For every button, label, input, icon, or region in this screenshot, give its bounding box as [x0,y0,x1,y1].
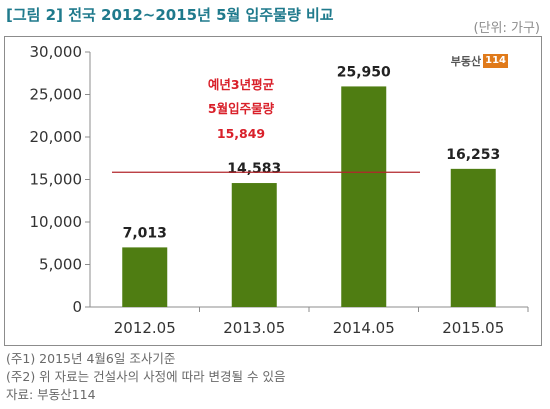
x-tick-label: 2014.05 [333,319,395,337]
y-tick-label: 5,000 [39,256,82,274]
source-note: 자료: 부동산114 [6,387,96,402]
unit-label: (단위: 가구) [473,21,541,36]
logo-badge: 114 [483,54,508,68]
data-label: 7,013 [123,225,167,241]
average-annotation-line2: 5월입주물량 [208,101,275,116]
bar [450,168,496,307]
y-tick-label: 10,000 [30,213,83,231]
y-tick-label: 20,000 [30,128,83,146]
footnote-1: (주1) 2015년 4월6일 조사기준 [6,351,176,366]
bar [122,247,168,307]
logo-text: 부동산 [450,55,482,68]
y-tick-label: 25,000 [30,86,83,104]
data-label: 14,583 [227,161,281,177]
average-annotation-value: 15,849 [217,126,265,141]
bar [341,86,387,307]
data-label: 16,253 [446,147,500,163]
y-tick-label: 0 [72,298,82,316]
x-tick-label: 2015.05 [442,319,504,337]
brand-logo: 부동산 114 [451,53,508,69]
bar [231,183,277,307]
footnote-2: (주2) 위 자료는 건설사의 사정에 따라 변경될 수 있음 [6,369,286,384]
average-annotation-line1: 예년3년평균 [208,77,275,92]
x-tick-label: 2013.05 [223,319,285,337]
y-tick-label: 15,000 [30,171,83,189]
footnotes: (주1) 2015년 4월6일 조사기준 (주2) 위 자료는 건설사의 사정에… [6,350,286,404]
x-tick-label: 2012.05 [114,319,176,337]
y-tick-label: 30,000 [30,43,83,61]
chart-frame: 부동산 114 [4,36,542,346]
chart-title: [그림 2] 전국 2012~2015년 5월 입주물량 비교 [6,6,334,24]
data-label: 25,950 [337,64,391,80]
